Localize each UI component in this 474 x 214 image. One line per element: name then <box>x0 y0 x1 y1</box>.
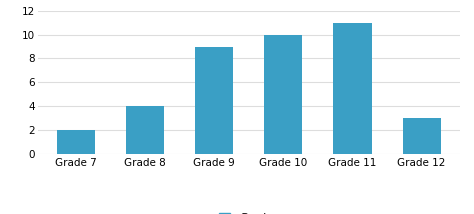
Bar <box>195 47 233 154</box>
Bar <box>57 130 95 154</box>
Bar <box>402 118 441 154</box>
Bar <box>126 106 164 154</box>
Bar <box>334 23 372 154</box>
Bar <box>264 35 302 154</box>
Legend: Grades: Grades <box>219 213 279 214</box>
